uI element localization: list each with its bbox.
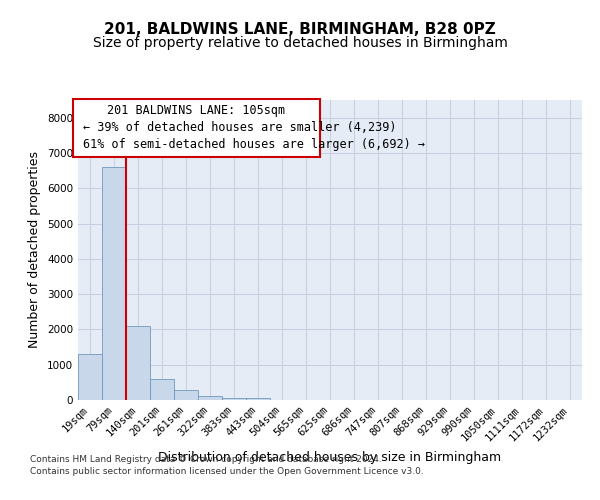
Text: 61% of semi-detached houses are larger (6,692) →: 61% of semi-detached houses are larger (… xyxy=(83,138,425,151)
Bar xyxy=(78,354,102,400)
Bar xyxy=(126,326,150,400)
FancyBboxPatch shape xyxy=(73,98,320,157)
Text: Contains public sector information licensed under the Open Government Licence v3: Contains public sector information licen… xyxy=(30,468,424,476)
Text: ← 39% of detached houses are smaller (4,239): ← 39% of detached houses are smaller (4,… xyxy=(83,121,397,134)
Bar xyxy=(174,390,198,400)
Text: Size of property relative to detached houses in Birmingham: Size of property relative to detached ho… xyxy=(92,36,508,50)
Bar xyxy=(150,379,174,400)
X-axis label: Distribution of detached houses by size in Birmingham: Distribution of detached houses by size … xyxy=(158,451,502,464)
Text: 201 BALDWINS LANE: 105sqm: 201 BALDWINS LANE: 105sqm xyxy=(107,104,286,118)
Bar xyxy=(198,396,222,400)
Bar xyxy=(222,398,246,400)
Bar xyxy=(246,398,270,400)
Bar xyxy=(102,167,126,400)
Y-axis label: Number of detached properties: Number of detached properties xyxy=(28,152,41,348)
Text: 201, BALDWINS LANE, BIRMINGHAM, B28 0PZ: 201, BALDWINS LANE, BIRMINGHAM, B28 0PZ xyxy=(104,22,496,38)
Text: Contains HM Land Registry data © Crown copyright and database right 2024.: Contains HM Land Registry data © Crown c… xyxy=(30,455,382,464)
